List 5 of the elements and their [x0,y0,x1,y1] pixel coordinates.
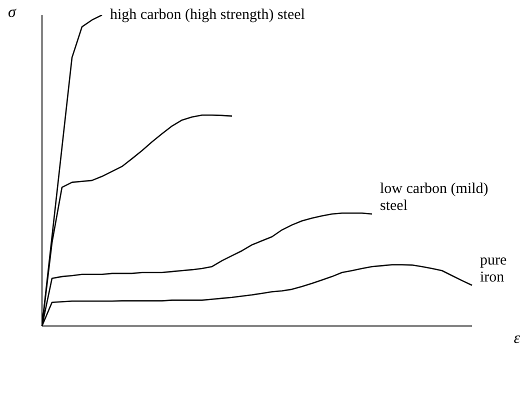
x-axis-title: ε [514,330,520,348]
y-axis-title: σ [8,4,16,22]
series-label: pure iron [480,252,507,286]
series-label: low carbon (mild) steel [380,181,488,214]
series-label: high carbon (high strength) steel [110,7,305,23]
